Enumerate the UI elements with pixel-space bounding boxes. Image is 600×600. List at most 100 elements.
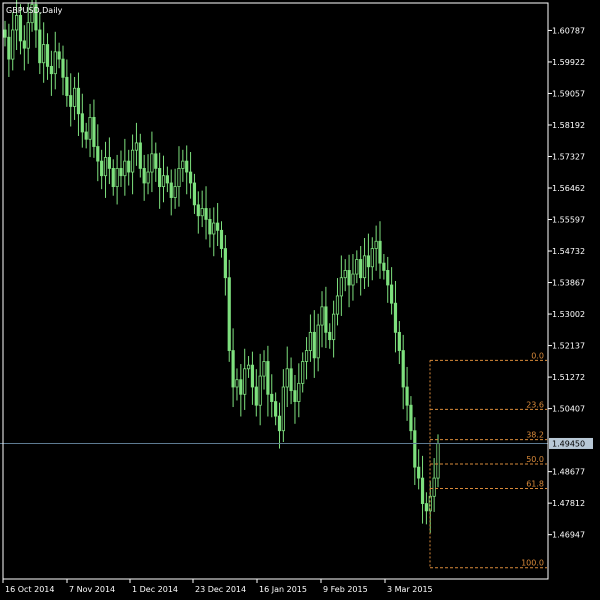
candle-body — [293, 390, 297, 402]
candles-group — [3, 0, 440, 534]
candle-body — [362, 255, 367, 279]
chart-title: GBPUSD,Daily — [6, 6, 63, 15]
candle-body — [339, 277, 343, 297]
candle-body — [11, 29, 15, 60]
fib-level-label: 23.6 — [526, 400, 544, 409]
candle-body — [119, 168, 123, 177]
candle-body — [100, 160, 104, 177]
candle-body — [335, 295, 340, 315]
candle-body — [301, 361, 305, 384]
candle-body — [42, 44, 46, 64]
candle-body — [285, 368, 289, 388]
y-tick-label: 1.50407 — [552, 405, 585, 414]
x-tick-label: 16 Jan 2015 — [259, 585, 307, 594]
y-tick-label: 1.48677 — [552, 468, 585, 477]
candle-body — [246, 364, 251, 370]
candle-body — [262, 361, 266, 377]
y-tick-label: 1.52137 — [552, 342, 585, 351]
candle-body — [355, 259, 359, 275]
current-price-box — [549, 437, 593, 449]
x-tick-label: 1 Dec 2014 — [132, 585, 178, 594]
candle-body — [146, 171, 150, 184]
x-tick-label: 7 Nov 2014 — [69, 585, 115, 594]
candle-body — [200, 208, 204, 217]
candle-body — [219, 229, 224, 249]
candle-body — [378, 240, 382, 264]
candle-body — [204, 208, 208, 220]
candle-body — [192, 182, 197, 206]
y-tick-label: 1.54732 — [552, 247, 585, 256]
candle-body — [26, 22, 30, 49]
candle-body — [393, 302, 398, 333]
fib-level-label: 0.0 — [531, 351, 544, 360]
candle-body — [69, 95, 73, 107]
candle-body — [177, 168, 181, 188]
candle-body — [96, 146, 100, 162]
candle-body — [382, 262, 386, 271]
candle-body — [231, 350, 235, 388]
candle-body — [134, 142, 139, 151]
candle-body — [72, 87, 77, 107]
candle-body — [65, 76, 69, 96]
x-tick-label: 23 Dec 2014 — [195, 585, 246, 594]
candle-body — [405, 386, 409, 406]
candle-body — [22, 40, 26, 49]
y-tick-label: 1.55597 — [552, 216, 585, 225]
candle-body — [424, 503, 429, 512]
candle-body — [308, 331, 313, 351]
candle-body — [142, 168, 146, 184]
candle-body — [250, 364, 255, 388]
fib-level-label: 61.8 — [526, 480, 544, 489]
candle-body — [88, 116, 92, 140]
candle-body — [49, 65, 53, 75]
candle-body — [173, 186, 177, 198]
candle-body — [343, 270, 347, 279]
x-axis: 16 Oct 2014 7 Nov 2014 1 Dec 2014 23 Dec 20… — [2, 579, 433, 594]
candle-body — [38, 29, 42, 64]
candle-body — [154, 153, 158, 169]
candle-body — [289, 368, 293, 392]
candle-body — [316, 324, 320, 359]
candle-body — [169, 182, 173, 198]
y-tick-label: 1.59922 — [552, 58, 585, 67]
candle-body — [227, 277, 231, 351]
candle-body — [181, 160, 185, 169]
candle-body — [436, 443, 440, 479]
y-tick-label: 1.56462 — [552, 184, 585, 193]
candle-body — [127, 160, 131, 173]
candle-body — [84, 131, 88, 140]
current-price-label: 1.49450 — [552, 439, 585, 448]
candle-body — [196, 204, 200, 217]
candle-body — [53, 51, 57, 75]
candle-body — [92, 116, 96, 147]
candle-body — [274, 401, 278, 417]
candle-body — [158, 168, 162, 188]
candle-body — [57, 51, 61, 60]
candle-body — [266, 361, 270, 395]
candle-body — [397, 331, 401, 351]
candle-body — [304, 350, 309, 362]
candle-body — [138, 142, 142, 169]
x-tick-label: 16 Oct 2014 — [5, 585, 54, 594]
y-tick-label: 1.53002 — [552, 310, 585, 319]
candle-body — [7, 36, 11, 60]
candle-body — [328, 331, 332, 341]
candle-body — [103, 157, 108, 177]
candle-body — [61, 58, 65, 78]
candle-body — [239, 379, 243, 395]
fib-level-label: 50.0 — [526, 455, 544, 464]
candle-body — [374, 240, 378, 249]
candle-body — [185, 160, 189, 173]
fib-level-label: 100.0 — [521, 559, 544, 568]
candle-body — [277, 415, 282, 432]
candle-body — [223, 248, 227, 279]
candle-body — [111, 168, 115, 188]
candle-body — [297, 382, 301, 402]
candle-body — [115, 168, 119, 188]
candle-body — [417, 466, 421, 479]
x-tick-label: 9 Feb 2015 — [323, 585, 368, 594]
candle-body — [281, 386, 285, 432]
candle-body — [212, 222, 216, 235]
candle-body — [18, 14, 23, 42]
candle-body — [161, 175, 166, 188]
